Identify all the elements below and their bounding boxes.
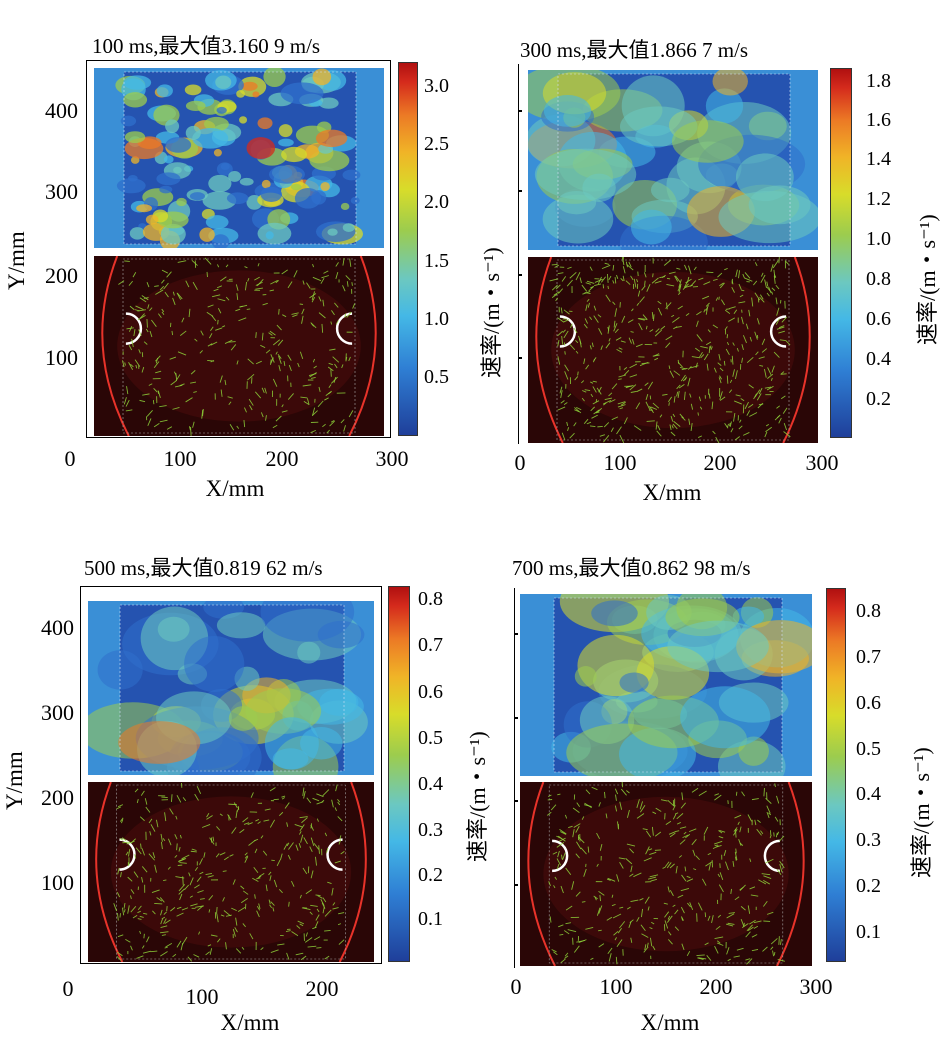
cbar-tick: 2.5 [424,133,449,155]
y-tick: 300 [45,179,78,204]
piv-image [528,257,818,443]
cbar-tick: 0.7 [856,646,881,668]
colorbar-label: 速率/(m・s⁻¹) [909,747,934,878]
x-tick: 0 [64,446,76,471]
x-axis-label: X/mm [640,1010,700,1035]
colorbar-label: 速率/(m・s⁻¹) [479,247,504,378]
y-tick-mark [514,800,518,802]
cbar-tick: 0.8 [418,588,443,610]
x-tick: 300 [805,450,839,475]
colorbar [398,62,418,436]
x-tick: 100 [185,984,219,1009]
panel-title: 700 ms,最大值0.862 98 m/s [512,556,751,580]
plot-frame [86,60,391,438]
x-tick: 200 [305,976,339,1001]
panel-title: 300 ms,最大值1.866 7 m/s [520,38,749,62]
plot-frame [80,586,382,964]
y-tick: 300 [41,700,74,725]
cbar-tick: 1.2 [866,188,891,210]
velocity-field [528,70,818,250]
plot-frame [518,64,820,444]
x-tick: 100 [599,974,633,999]
cbar-tick: 0.4 [856,783,881,805]
cbar-tick: 0.3 [418,819,443,841]
panel-title: 100 ms,最大值3.160 9 m/s [92,34,321,58]
x-tick: 0 [62,976,74,1001]
colorbar [826,588,846,962]
x-tick: 300 [375,446,409,471]
y-tick: 400 [45,98,78,123]
cbar-tick: 1.5 [424,250,449,272]
cbar-tick: 0.4 [418,773,443,795]
y-tick: 200 [41,785,74,810]
cbar-tick: 0.5 [856,738,881,760]
x-tick: 300 [799,974,833,999]
cbar-tick: 0.1 [856,921,881,943]
cbar-tick: 0.2 [866,388,891,410]
colorbar [830,68,852,438]
cbar-tick: 1.0 [424,308,449,330]
x-tick: 100 [163,446,197,471]
piv-image [520,782,812,966]
y-tick: 100 [45,345,78,370]
cbar-tick: 2.0 [424,191,449,213]
y-tick-mark [518,190,522,192]
y-tick-mark [518,357,522,359]
cbar-tick: 0.2 [856,875,881,897]
x-tick: 200 [265,446,299,471]
cbar-tick: 0.6 [418,681,443,703]
y-tick-mark [514,717,518,719]
y-tick-mark [518,274,522,276]
cbar-tick: 0.2 [418,864,443,886]
cbar-tick: 0.4 [866,348,891,370]
x-tick: 100 [603,450,637,475]
x-axis-label: X/mm [220,1010,280,1035]
y-tick-mark [514,884,518,886]
y-tick: 200 [45,263,78,288]
y-tick-mark [514,633,518,635]
y-tick: 400 [41,615,74,640]
piv-image [94,256,384,436]
plot-frame [514,588,816,968]
x-tick: 0 [514,450,526,475]
velocity-field [94,68,384,248]
cbar-tick: 0.6 [866,308,891,330]
cbar-tick: 1.8 [866,70,891,92]
piv-image [88,782,374,962]
x-tick: 0 [510,974,522,999]
colorbar [388,586,410,962]
y-axis-label: Y/mm [2,751,27,810]
cbar-tick: 0.1 [418,908,443,930]
cbar-tick: 1.6 [866,109,891,131]
cbar-tick: 1.4 [866,148,891,170]
cbar-tick: 3.0 [424,75,449,97]
panel-title: 500 ms,最大值0.819 62 m/s [84,556,323,580]
cbar-tick: 0.8 [866,268,891,290]
cbar-tick: 0.7 [418,634,443,656]
cbar-tick: 1.0 [866,228,891,250]
colorbar-label: 速率/(m・s⁻¹) [465,731,490,862]
velocity-field [520,594,812,776]
cbar-tick: 0.3 [856,829,881,851]
x-axis-label: X/mm [642,480,702,505]
cbar-tick: 0.5 [424,366,449,388]
velocity-field [88,601,374,775]
y-tick: 100 [41,870,74,895]
x-tick: 200 [699,974,733,999]
x-tick: 200 [703,450,737,475]
cbar-tick: 0.8 [856,600,881,622]
y-axis-label: Y/mm [4,231,29,290]
cbar-tick: 0.5 [418,727,443,749]
y-tick-mark [518,110,522,112]
x-axis-label: X/mm [205,476,265,501]
colorbar-label: 速率/(m・s⁻¹) [915,214,940,345]
cbar-tick: 0.6 [856,692,881,714]
